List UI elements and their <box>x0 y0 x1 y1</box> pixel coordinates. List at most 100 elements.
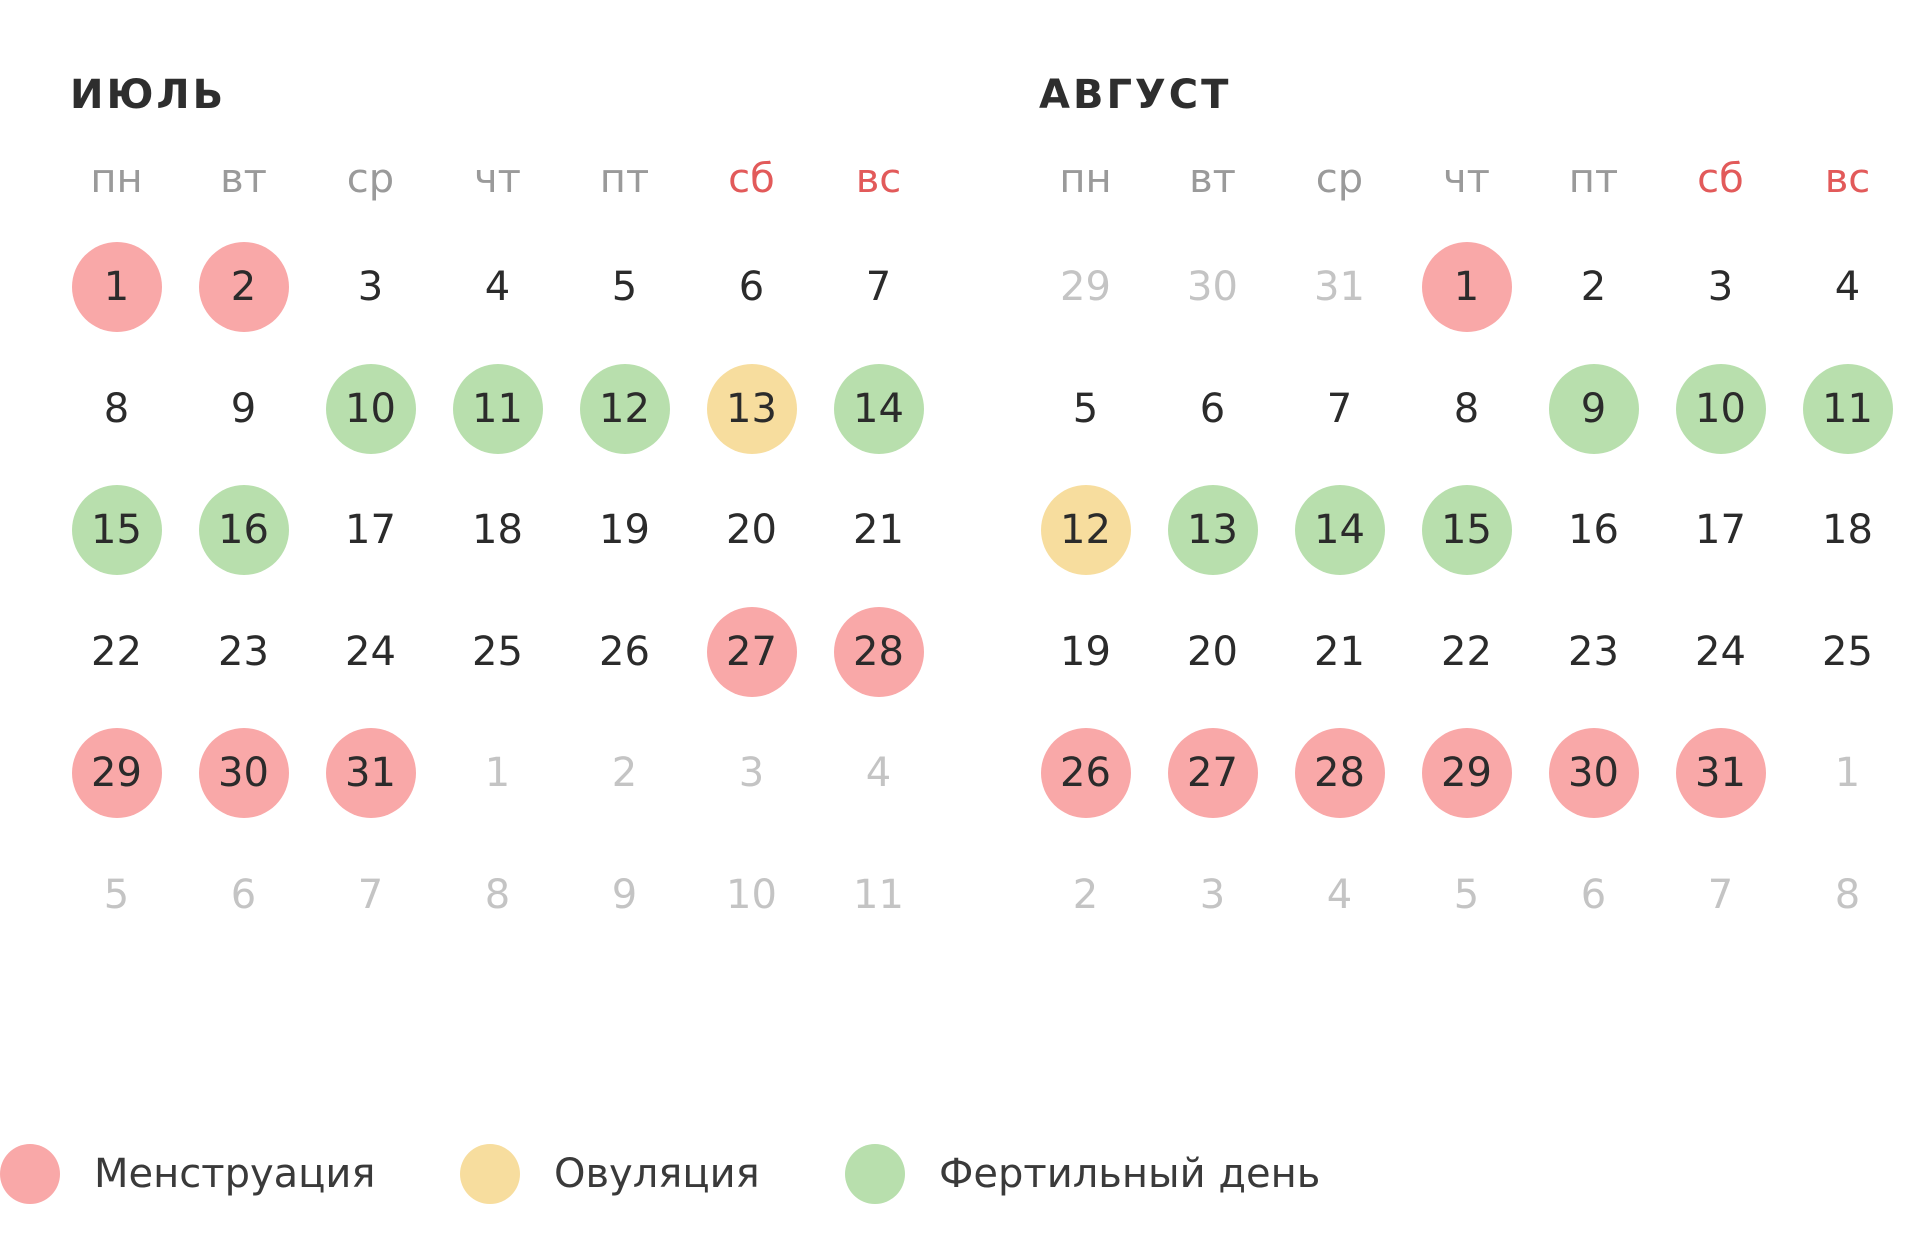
calendar-month-august: АВГУСТ пн вт ср чт пт сб вс 29 30 31 1 2 3 4 5 6 7 8 9 10 1… <box>1022 0 1902 1000</box>
calendar-day-outside-month: 4 <box>1326 872 1353 918</box>
legend-item-fertile: Фертильный день <box>845 1142 1320 1206</box>
weekday-header-row: пн вт ср чт пт сб вс <box>1022 156 1911 216</box>
calendar-day-fertile: 10 <box>1675 363 1766 454</box>
month-title: АВГУСТ <box>1039 72 1232 118</box>
calendar-day-fertile: 9 <box>1548 363 1639 454</box>
calendar-day-outside-month: 8 <box>1834 872 1861 918</box>
calendar-day-fertile: 12 <box>579 363 670 454</box>
calendar-day: 23 <box>1568 628 1619 675</box>
month-title: ИЮЛЬ <box>70 72 227 118</box>
calendar-day-outside-month: 4 <box>865 750 892 797</box>
weekday-label: вс <box>1824 156 1871 202</box>
weekday-label: пт <box>599 156 650 202</box>
calendar-day-outside-month: 9 <box>611 872 638 918</box>
legend: Менструация Овуляция Фертильный день <box>0 1142 1920 1222</box>
calendar-day: 18 <box>472 507 523 554</box>
weekday-label: вт <box>1189 156 1236 202</box>
legend-item-menstruation: Менструация <box>0 1142 375 1206</box>
weekday-label: ср <box>1315 156 1364 202</box>
calendar-day: 6 <box>738 264 765 310</box>
calendar-day-outside-month: 2 <box>1072 872 1099 918</box>
weekday-header-row: пн вт ср чт пт сб вс <box>53 156 942 216</box>
calendar-day: 4 <box>484 264 511 310</box>
calendar-day-outside-month: 8 <box>484 872 511 918</box>
calendar-day-menstruation: 27 <box>706 606 797 697</box>
calendar-day-fertile: 13 <box>1167 485 1258 576</box>
calendar-day-outside-month: 31 <box>1314 264 1365 310</box>
calendar-day: 8 <box>1453 385 1480 432</box>
calendar-day-ovulation: 13 <box>706 363 797 454</box>
calendar-day-outside-month: 3 <box>738 750 765 797</box>
weekday-label: чт <box>474 156 521 202</box>
calendar-day-outside-month: 3 <box>1199 872 1226 918</box>
calendar-day: 20 <box>1187 628 1238 675</box>
calendar-day-menstruation: 31 <box>325 728 416 819</box>
calendar-day-fertile: 11 <box>1802 363 1893 454</box>
calendar-day-menstruation: 2 <box>198 242 289 332</box>
calendar-day: 23 <box>218 628 269 675</box>
calendar-day-outside-month: 6 <box>230 872 257 918</box>
legend-label: Овуляция <box>554 1151 760 1197</box>
calendar-day-outside-month: 2 <box>611 750 638 797</box>
day-grid: 1 2 3 4 5 6 7 8 9 10 11 12 13 14 15 16 17 18 19 20 21 22 23 24 2… <box>53 242 942 972</box>
calendar-day-outside-month: 6 <box>1580 872 1607 918</box>
calendar-day: 20 <box>726 507 777 554</box>
calendar-day: 2 <box>1580 264 1607 310</box>
calendar-day: 4 <box>1834 264 1861 310</box>
calendar-day-fertile: 11 <box>452 363 543 454</box>
calendar-day: 22 <box>1441 628 1492 675</box>
calendar-day: 24 <box>1695 628 1746 675</box>
calendar-day: 7 <box>1326 385 1353 432</box>
calendar-day-outside-month: 10 <box>726 872 777 918</box>
legend-item-ovulation: Овуляция <box>460 1142 760 1206</box>
calendar-day-fertile: 15 <box>1421 485 1512 576</box>
calendar-day-menstruation: 30 <box>198 728 289 819</box>
calendar-day-menstruation: 26 <box>1040 728 1131 819</box>
calendar-day-outside-month: 29 <box>1060 264 1111 310</box>
weekday-label: сб <box>1697 156 1744 202</box>
calendar-day: 17 <box>1695 507 1746 554</box>
day-grid: 29 30 31 1 2 3 4 5 6 7 8 9 10 11 12 13 14 15 16 17 18 19 20 21 2… <box>1022 242 1911 972</box>
calendar-day: 5 <box>611 264 638 310</box>
weekday-label: пт <box>1568 156 1619 202</box>
weekday-label: вт <box>220 156 267 202</box>
calendar-day-outside-month: 5 <box>103 872 130 918</box>
calendar-day-menstruation: 27 <box>1167 728 1258 819</box>
calendar-day-menstruation: 1 <box>71 242 162 332</box>
calendar-day-fertile: 15 <box>71 485 162 576</box>
calendar-day: 5 <box>1072 385 1099 432</box>
calendar-day: 18 <box>1822 507 1873 554</box>
calendar-day: 26 <box>599 628 650 675</box>
calendar-day-outside-month: 11 <box>853 872 904 918</box>
calendar-day: 24 <box>345 628 396 675</box>
calendar-day: 19 <box>599 507 650 554</box>
calendar-day: 3 <box>1707 264 1734 310</box>
weekday-label: пн <box>90 156 143 202</box>
legend-label: Фертильный день <box>939 1151 1321 1197</box>
calendar-day-fertile: 16 <box>198 485 289 576</box>
weekday-label: чт <box>1443 156 1490 202</box>
calendar-day: 25 <box>472 628 523 675</box>
calendar-day: 6 <box>1199 385 1226 432</box>
calendar-day-fertile: 14 <box>1294 485 1385 576</box>
weekday-label: ср <box>346 156 395 202</box>
calendar-day: 17 <box>345 507 396 554</box>
calendar-day-ovulation: 12 <box>1040 485 1131 576</box>
menstruation-dot-icon <box>0 1144 60 1204</box>
weekday-label: вс <box>855 156 902 202</box>
ovulation-dot-icon <box>460 1144 520 1204</box>
calendar-day: 25 <box>1822 628 1873 675</box>
calendar-month-july: ИЮЛЬ пн вт ср чт пт сб вс 1 2 3 4 5 6 7 8 9 10 11 12 13 14 1… <box>53 0 933 1000</box>
calendar-day: 21 <box>1314 628 1365 675</box>
calendar-day-outside-month: 1 <box>484 750 511 797</box>
calendar-day: 7 <box>865 264 892 310</box>
calendar-day-outside-month: 7 <box>357 872 384 918</box>
calendar-day-menstruation: 29 <box>1421 728 1512 819</box>
calendar-day: 3 <box>357 264 384 310</box>
calendar-day-menstruation: 31 <box>1675 728 1766 819</box>
weekday-label: пн <box>1059 156 1112 202</box>
calendar-day-outside-month: 7 <box>1707 872 1734 918</box>
calendar-day: 22 <box>91 628 142 675</box>
calendar-day-outside-month: 5 <box>1453 872 1480 918</box>
calendar-day-menstruation: 28 <box>833 606 924 697</box>
